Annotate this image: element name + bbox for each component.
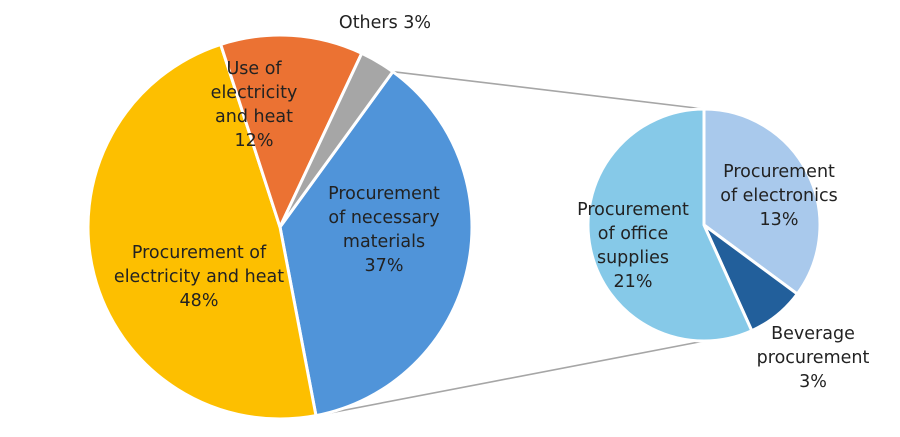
breakdown-label-procurement-of-office-supplies-21: Procurement of office supplies 21%: [577, 200, 689, 292]
slice-use-of-electricity-and-heat-12: [219, 33, 364, 229]
breakdown-slice-procurement-of-office-supplies-21: [586, 107, 754, 343]
label-others-3: Others 3%: [339, 13, 431, 33]
connector-line-bottom: [315, 340, 705, 417]
label-procurement-of-necessary-materials-37: Procurement of necessary materials 37%: [328, 184, 440, 276]
slice-labels: Procurement of necessary materials 37% Procu…: [114, 13, 870, 392]
main-pie: [86, 33, 474, 421]
label-procurement-of-electricity-and-heat-48: Procurement of electricity and heat 48%: [114, 243, 284, 311]
slice-procurement-of-necessary-materials-37: [278, 70, 474, 418]
label-use-of-electricity-and-heat-12: Use of electricity and heat 12%: [211, 59, 298, 151]
slice-procurement-of-electricity-and-heat-48: [86, 42, 318, 421]
connector-lines: [315, 70, 705, 417]
breakdown-pie: [586, 107, 822, 343]
breakdown-label-beverage-procurement-3: Beverage procurement 3%: [757, 324, 870, 392]
breakdown-slice-procurement-of-electronics-13: [702, 107, 822, 296]
connector-line-top: [392, 70, 705, 110]
breakdown-label-procurement-of-electronics-13: Procurement of electronics 13%: [720, 162, 838, 230]
slice-others-3: [278, 51, 395, 229]
